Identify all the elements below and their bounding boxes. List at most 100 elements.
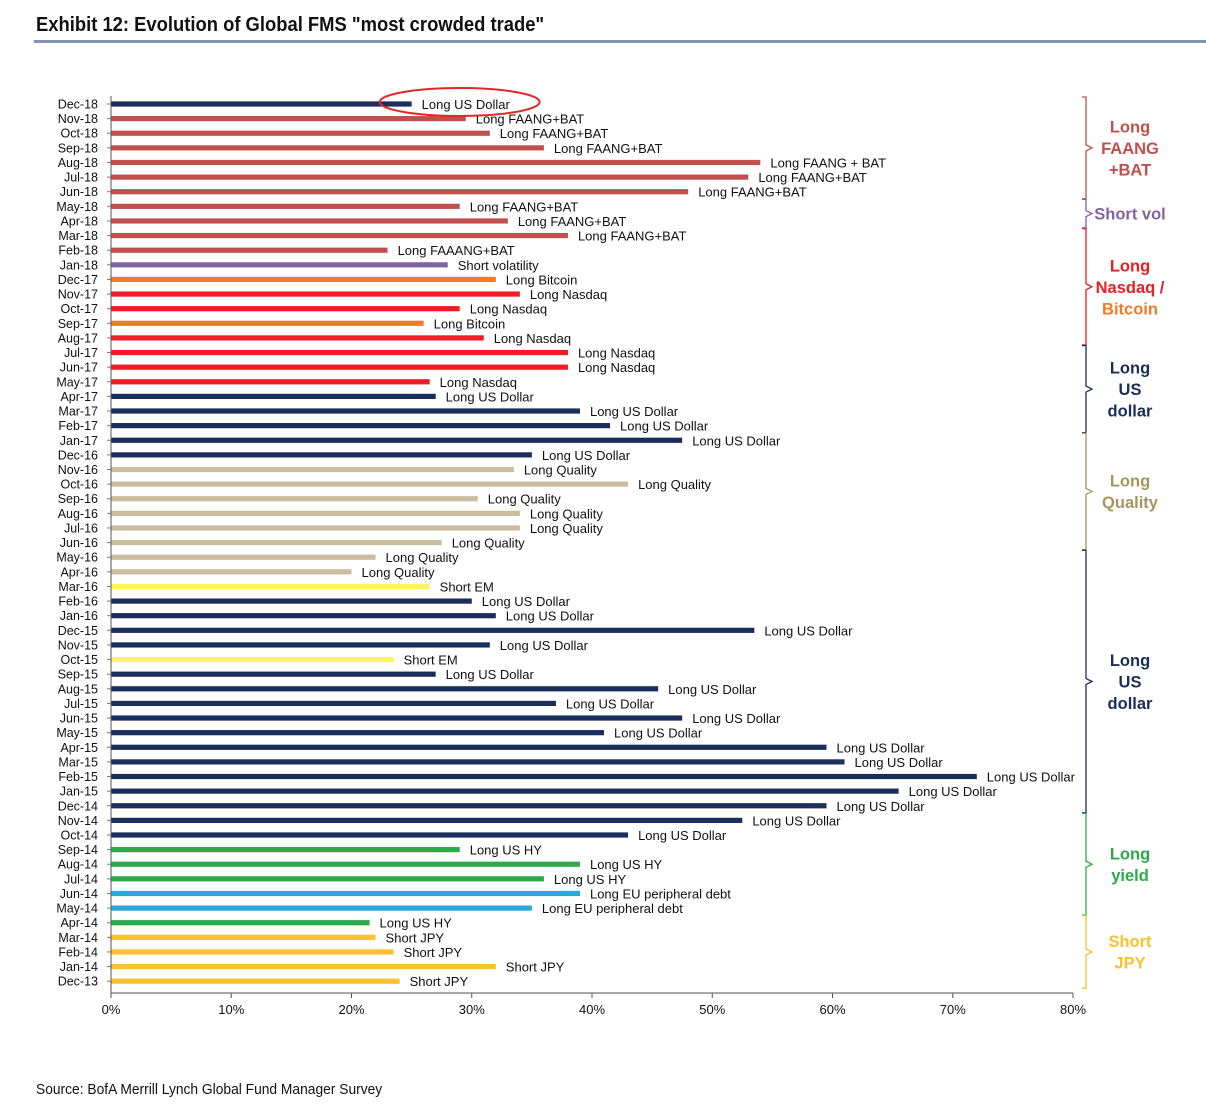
bar bbox=[111, 291, 520, 297]
bar-data-label: Long US Dollar bbox=[764, 623, 853, 638]
bar bbox=[111, 116, 466, 122]
bar-data-label: Long FAANG+BAT bbox=[476, 112, 585, 127]
bar-data-label: Long FAANG+BAT bbox=[578, 229, 687, 244]
bar bbox=[111, 437, 683, 443]
bar-data-label: Long Quality bbox=[638, 477, 711, 492]
bar bbox=[111, 130, 490, 136]
group-label: Long bbox=[1110, 257, 1150, 275]
bar-data-label: Long FAANG+BAT bbox=[698, 185, 807, 200]
y-tick-label: Aug-15 bbox=[58, 682, 98, 696]
y-tick-label: Jun-16 bbox=[60, 536, 98, 550]
y-tick-label: Nov-18 bbox=[58, 112, 98, 126]
bar-data-label: Long US Dollar bbox=[566, 696, 655, 711]
bar bbox=[111, 847, 460, 853]
bar-data-label: Long Nasdaq bbox=[578, 360, 655, 375]
bar-data-label: Long Quality bbox=[488, 492, 561, 507]
bar-data-label: Long US Dollar bbox=[542, 448, 631, 463]
bar-data-label: Long FAANG+BAT bbox=[500, 126, 609, 141]
y-tick-label: Apr-16 bbox=[60, 565, 98, 579]
bar-data-label: Long Nasdaq bbox=[494, 331, 571, 346]
bar-data-label: Short EM bbox=[404, 653, 458, 668]
bar bbox=[111, 598, 472, 604]
group-label: Bitcoin bbox=[1102, 300, 1158, 318]
bar bbox=[111, 393, 436, 399]
bar-data-label: Long US Dollar bbox=[446, 389, 535, 404]
x-tick-label: 10% bbox=[218, 1002, 244, 1017]
y-tick-label: Jan-18 bbox=[60, 258, 98, 272]
bar-data-label: Short JPY bbox=[506, 960, 565, 975]
bar bbox=[111, 569, 352, 575]
bar bbox=[111, 949, 394, 955]
bar-data-label: Long US Dollar bbox=[855, 755, 944, 770]
group-label: Nasdaq / bbox=[1096, 279, 1165, 297]
y-tick-label: Dec-17 bbox=[58, 273, 98, 287]
bar-data-label: Long US HY bbox=[590, 857, 663, 872]
bar bbox=[111, 861, 580, 867]
y-tick-label: Jul-17 bbox=[64, 346, 98, 360]
bar-data-label: Short JPY bbox=[410, 974, 469, 989]
bar bbox=[111, 481, 629, 487]
group-bracket bbox=[1082, 549, 1094, 814]
bar bbox=[111, 145, 544, 151]
bar-data-label: Long FAAANG+BAT bbox=[398, 243, 515, 258]
bar-data-label: Long Nasdaq bbox=[578, 346, 655, 361]
highlight-ring bbox=[378, 87, 541, 117]
y-tick-label: Jul-18 bbox=[64, 171, 98, 185]
source-note: Source: BofA Merrill Lynch Global Fund M… bbox=[36, 1081, 383, 1098]
bar-data-label: Long US Dollar bbox=[482, 594, 571, 609]
x-tick-label: 80% bbox=[1060, 1002, 1086, 1017]
bar-data-label: Long FAANG+BAT bbox=[554, 141, 663, 156]
bar bbox=[111, 423, 611, 429]
bar-data-label: Long US Dollar bbox=[506, 609, 595, 624]
x-tick-label: 0% bbox=[102, 1002, 121, 1017]
group-label: yield bbox=[1111, 867, 1149, 885]
bar-data-label: Long Quality bbox=[386, 550, 459, 565]
bar-data-label: Long US Dollar bbox=[500, 638, 589, 653]
bar bbox=[111, 920, 370, 926]
y-tick-label: Mar-16 bbox=[58, 580, 98, 594]
y-tick-label: Jun-17 bbox=[60, 361, 98, 375]
y-tick-label: Jul-15 bbox=[64, 697, 98, 711]
group-label: dollar bbox=[1108, 403, 1154, 421]
y-tick-label: Dec-14 bbox=[58, 799, 98, 813]
group-label: Quality bbox=[1102, 494, 1159, 512]
y-tick-label: Aug-14 bbox=[58, 858, 98, 872]
x-tick-label: 50% bbox=[699, 1002, 725, 1017]
bar bbox=[111, 276, 496, 283]
group-label: US bbox=[1119, 673, 1142, 691]
group-label: +BAT bbox=[1109, 161, 1151, 179]
bar-data-label: Short EM bbox=[440, 579, 494, 594]
bar bbox=[111, 174, 749, 180]
chart-title: Exhibit 12: Evolution of Global FMS "mos… bbox=[36, 14, 545, 36]
bar-data-label: Long US Dollar bbox=[692, 433, 781, 448]
bar-data-label: Long US Dollar bbox=[620, 419, 709, 434]
group-bracket bbox=[1082, 432, 1094, 551]
y-tick-label: Oct-17 bbox=[60, 302, 98, 316]
bar-data-label: Long Nasdaq bbox=[440, 375, 517, 390]
group-label: Long bbox=[1110, 360, 1150, 378]
bar bbox=[111, 642, 490, 648]
y-tick-label: Sep-14 bbox=[58, 843, 98, 857]
bar bbox=[111, 583, 430, 590]
bar-data-label: Long US Dollar bbox=[692, 711, 781, 726]
bar bbox=[111, 817, 743, 823]
title-divider bbox=[34, 40, 1206, 43]
y-tick-label: Apr-17 bbox=[60, 390, 98, 404]
y-tick-label: Jun-14 bbox=[60, 887, 98, 901]
bar-data-label: Long FAANG+BAT bbox=[758, 170, 867, 185]
bar-data-label: Long Nasdaq bbox=[470, 302, 547, 317]
bar-data-label: Long US HY bbox=[380, 916, 453, 931]
y-tick-label: Sep-18 bbox=[58, 141, 98, 155]
y-tick-label: Jan-16 bbox=[60, 609, 98, 623]
bar bbox=[111, 773, 977, 780]
bar bbox=[111, 715, 683, 721]
bar-data-label: Long US Dollar bbox=[836, 740, 925, 755]
group-label: JPY bbox=[1114, 955, 1145, 973]
bar bbox=[111, 876, 544, 882]
bar bbox=[111, 671, 436, 677]
bar bbox=[111, 627, 755, 633]
bar bbox=[111, 466, 514, 473]
bar-data-label: Long Quality bbox=[452, 536, 525, 551]
bar-data-label: Long Quality bbox=[530, 521, 603, 536]
